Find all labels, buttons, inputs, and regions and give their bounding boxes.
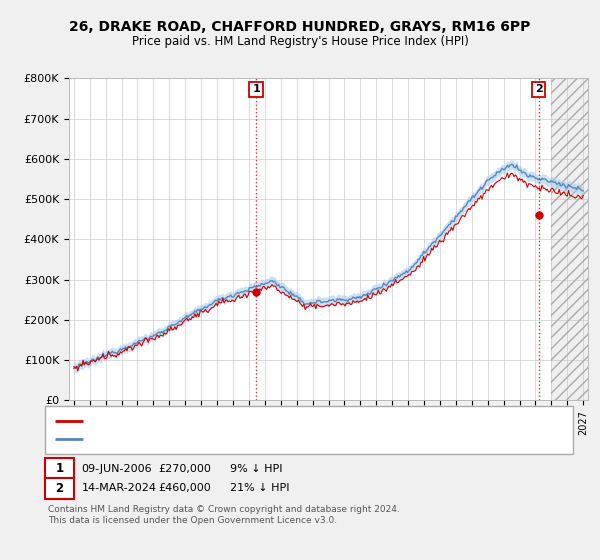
Text: 2: 2	[535, 85, 542, 95]
Bar	[551, 78, 591, 400]
Text: Price paid vs. HM Land Registry's House Price Index (HPI): Price paid vs. HM Land Registry's House …	[131, 35, 469, 48]
Text: Contains HM Land Registry data © Crown copyright and database right 2024.
This d: Contains HM Land Registry data © Crown c…	[48, 505, 400, 525]
Text: 9% ↓ HPI: 9% ↓ HPI	[230, 464, 283, 474]
Text: £460,000: £460,000	[158, 483, 211, 493]
Bar	[551, 78, 591, 400]
Text: 1: 1	[252, 85, 260, 95]
Text: 1: 1	[55, 462, 64, 475]
Text: 26, DRAKE ROAD, CHAFFORD HUNDRED, GRAYS,  RM16 6PP (detached house): 26, DRAKE ROAD, CHAFFORD HUNDRED, GRAYS,…	[88, 416, 493, 426]
Text: 09-JUN-2006: 09-JUN-2006	[82, 464, 152, 474]
Text: 14-MAR-2024: 14-MAR-2024	[82, 483, 157, 493]
Text: 21% ↓ HPI: 21% ↓ HPI	[230, 483, 289, 493]
Text: HPI: Average price, detached house, Thurrock: HPI: Average price, detached house, Thur…	[88, 434, 326, 444]
Text: 2: 2	[55, 482, 64, 495]
Text: £270,000: £270,000	[158, 464, 211, 474]
Text: 26, DRAKE ROAD, CHAFFORD HUNDRED, GRAYS, RM16 6PP: 26, DRAKE ROAD, CHAFFORD HUNDRED, GRAYS,…	[70, 20, 530, 34]
